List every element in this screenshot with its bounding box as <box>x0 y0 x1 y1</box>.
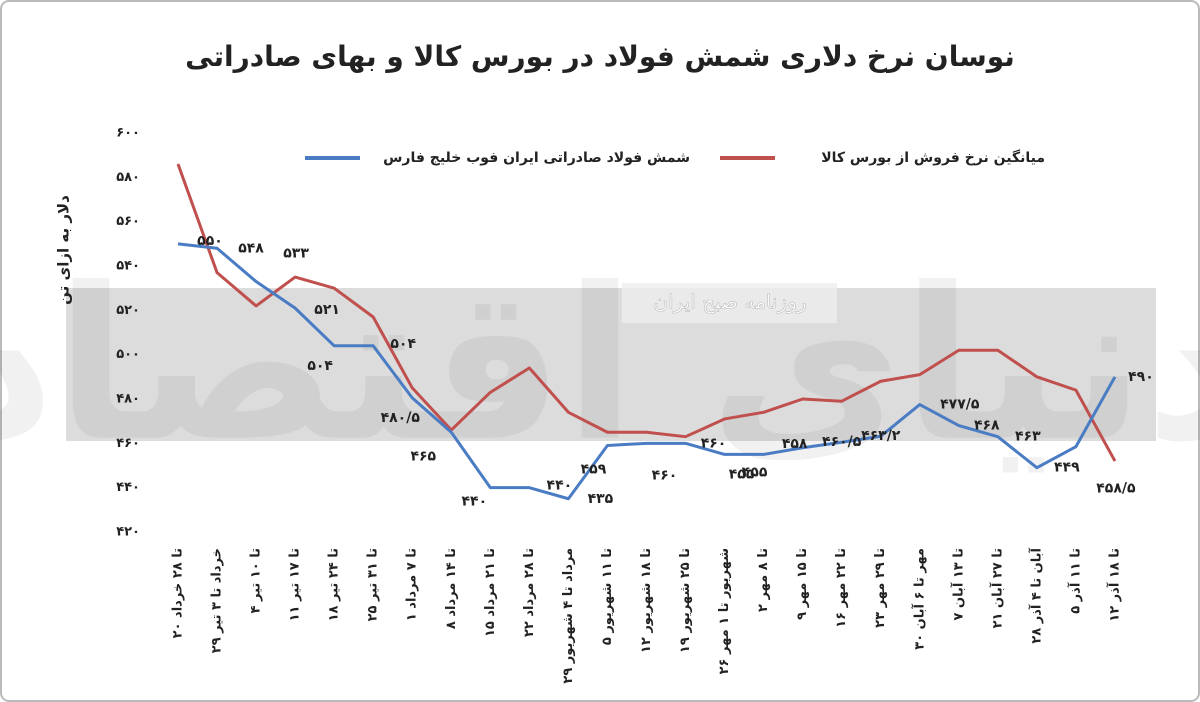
data-label: ۴۶۰ <box>701 435 727 451</box>
x-tick-label: ۱ تا ۷ مرداد <box>405 548 420 621</box>
legend-label: شمش فولاد صادراتی ایران فوب خلیج فارس <box>383 150 690 166</box>
x-tick-label: ۲۹ خرداد تا ۳ تیر <box>210 548 225 653</box>
data-label: ۴۶۳ <box>1015 429 1041 445</box>
data-label: ۴۹۰ <box>1128 369 1154 385</box>
x-tick-label: ۱۸ تا ۲۴ تیر <box>327 548 342 621</box>
x-tick-label: ۱۵ تا ۲۱ مرداد <box>483 548 498 637</box>
x-tick-label: ۹ تا ۱۵ مهر <box>795 548 810 620</box>
y-axis-label: دلار به ازای تن <box>55 195 73 305</box>
x-tick-label: ۲۹ مرداد تا ۴ شهریور <box>561 548 576 684</box>
watermark-box <box>622 283 837 323</box>
x-tick-label: ۱۶ تا ۲۲ مهر <box>834 548 849 628</box>
data-label: ۴۶۰/۵ <box>822 434 862 450</box>
x-tick-label: ۲۳ تا ۲۹ مهر <box>873 548 888 628</box>
data-label: ۴۳۵ <box>588 491 614 507</box>
data-label: ۴۵۸/۵ <box>1096 481 1136 497</box>
y-tick-label: ۴۴۰ <box>116 480 140 495</box>
x-tick-label: ۱۲ تا ۱۸ آذر <box>1105 548 1122 622</box>
x-tick-label: ۲۱ تا ۲۷ آبان <box>988 548 1005 628</box>
data-label: ۵۰۴ <box>390 336 416 352</box>
band <box>66 288 1156 441</box>
x-tick-label: ۱۲ تا ۱۸ شهریور <box>639 548 654 653</box>
data-label: ۴۶۵ <box>410 448 436 464</box>
data-label: ۴۵۹ <box>581 462 607 478</box>
watermark: روزنامه صبح ایران <box>653 290 806 314</box>
y-tick-label: ۴۲۰ <box>116 525 140 540</box>
data-label: ۴۴۰ <box>547 478 573 494</box>
data-label: ۴۶۰ <box>652 467 678 483</box>
data-label: ۵۰۴ <box>307 358 333 374</box>
y-tick-label: ۵۰۰ <box>116 347 140 362</box>
x-tick-label: ۴ تا ۱۰ تیر <box>249 548 264 613</box>
x-tick-label: ۱۱ تا ۱۷ تیر <box>288 548 303 621</box>
x-tick-label: ۲۲ تا ۲۸ مرداد <box>522 548 537 637</box>
data-label: ۴۴۹ <box>1054 460 1080 476</box>
watermark-logo: دنیای اقتصاد <box>0 243 1200 488</box>
x-tick-label: ۱۹ تا ۲۵ شهریور <box>678 548 693 653</box>
y-tick-label: ۵۸۰ <box>116 170 140 185</box>
data-label: ۴۶۸ <box>974 418 1000 434</box>
data-label: ۴۶۳/۲ <box>861 428 901 444</box>
x-tick-label: ۲ تا ۸ مهر <box>756 548 771 612</box>
x-tick-label: ۵ تا ۱۱ شهریور <box>600 548 615 645</box>
data-label: ۴۷۷/۵ <box>940 397 980 413</box>
data-label: ۵۴۸ <box>238 240 264 256</box>
chart-title: نوسان نرخ دلاری شمش فولاد در بورس کالا و… <box>185 40 1015 73</box>
x-tick-label: ۳۰ مهر تا ۶ آبان <box>910 548 927 650</box>
data-label: ۴۵۵ <box>729 466 755 482</box>
y-tick-label: ۴۶۰ <box>116 436 140 451</box>
data-label: ۴۵۸ <box>782 436 808 452</box>
y-tick-label: ۵۶۰ <box>116 214 140 229</box>
data-label: ۴۸۰/۵ <box>381 410 421 426</box>
x-tick-label: ۲۸ آبان تا ۴ آذر <box>1027 547 1044 643</box>
x-tick-label: ۵ تا ۱۱ آذر <box>1066 548 1083 614</box>
y-tick-label: ۶۰۰ <box>116 126 140 141</box>
series-line <box>177 242 1117 501</box>
x-tick-label: ۷ تا ۱۳ آبان <box>949 548 966 620</box>
data-label: ۵۵۰ <box>197 233 223 249</box>
legend-label: میانگین نرخ فروش از بورس کالا <box>821 149 1045 166</box>
data-label: ۵۳۳ <box>283 246 309 262</box>
data-label: ۴۴۰ <box>461 494 487 510</box>
x-tick-label: ۸ تا ۱۴ مرداد <box>444 548 459 629</box>
y-tick-label: ۴۸۰ <box>116 392 140 407</box>
y-tick-label: ۵۲۰ <box>116 303 140 318</box>
x-tick-label: ۲۰ تا ۲۸ خرداد <box>171 548 186 638</box>
series-line <box>176 163 1117 462</box>
data-label: ۵۲۱ <box>314 302 340 318</box>
x-tick-label: ۲۶ شهریور تا ۱ مهر <box>717 548 732 674</box>
data-label: ۴۵۵ <box>742 464 768 480</box>
y-tick-label: ۵۴۰ <box>116 259 140 274</box>
x-tick-label: ۲۵ تا ۳۱ تیر <box>366 548 381 621</box>
